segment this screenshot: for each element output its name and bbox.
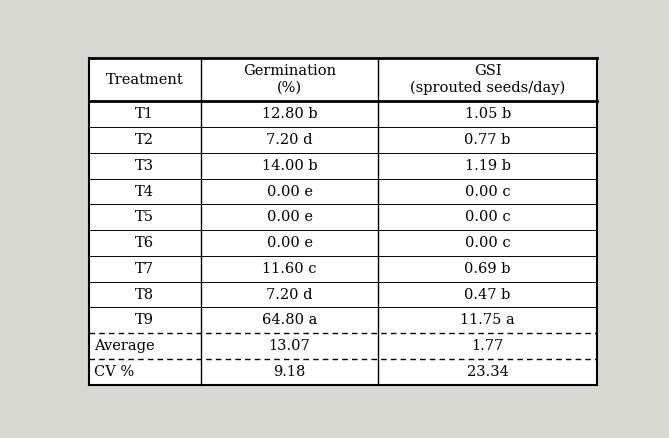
Text: T7: T7 xyxy=(135,262,154,276)
Text: 7.20 d: 7.20 d xyxy=(266,288,313,302)
Text: 11.60 c: 11.60 c xyxy=(262,262,316,276)
Text: 0.00 c: 0.00 c xyxy=(465,236,510,250)
Text: 0.00 e: 0.00 e xyxy=(266,184,312,198)
Text: 0.69 b: 0.69 b xyxy=(464,262,511,276)
Text: 23.34: 23.34 xyxy=(467,365,508,379)
Text: CV %: CV % xyxy=(94,365,134,379)
Text: Germination
(%): Germination (%) xyxy=(243,64,336,95)
Text: 64.80 a: 64.80 a xyxy=(262,313,317,327)
Text: 0.00 e: 0.00 e xyxy=(266,236,312,250)
Text: 11.75 a: 11.75 a xyxy=(460,313,515,327)
Text: 9.18: 9.18 xyxy=(274,365,306,379)
Text: 0.00 c: 0.00 c xyxy=(465,210,510,224)
Text: Treatment: Treatment xyxy=(106,73,183,87)
Text: T3: T3 xyxy=(135,159,155,173)
Text: Average: Average xyxy=(94,339,155,353)
Text: 1.19 b: 1.19 b xyxy=(465,159,510,173)
Text: T8: T8 xyxy=(135,288,155,302)
Text: 14.00 b: 14.00 b xyxy=(262,159,317,173)
Text: T5: T5 xyxy=(135,210,154,224)
Text: GSI
(sprouted seeds/day): GSI (sprouted seeds/day) xyxy=(410,64,565,95)
Text: 1.77: 1.77 xyxy=(472,339,504,353)
Text: 12.80 b: 12.80 b xyxy=(262,107,317,121)
Text: T1: T1 xyxy=(135,107,154,121)
Text: 1.05 b: 1.05 b xyxy=(464,107,511,121)
Text: 0.47 b: 0.47 b xyxy=(464,288,511,302)
FancyBboxPatch shape xyxy=(89,58,597,385)
Text: T9: T9 xyxy=(135,313,154,327)
Text: 0.77 b: 0.77 b xyxy=(464,133,511,147)
Text: 0.00 e: 0.00 e xyxy=(266,210,312,224)
Text: 7.20 d: 7.20 d xyxy=(266,133,313,147)
Text: T4: T4 xyxy=(135,184,154,198)
Text: 0.00 c: 0.00 c xyxy=(465,184,510,198)
Text: 13.07: 13.07 xyxy=(269,339,310,353)
Text: T6: T6 xyxy=(135,236,155,250)
Text: T2: T2 xyxy=(135,133,154,147)
